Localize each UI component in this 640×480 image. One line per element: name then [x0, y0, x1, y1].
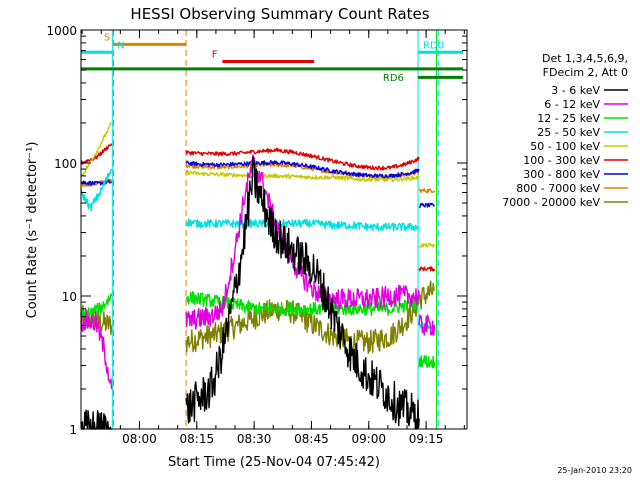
series-line-800-7000-keV	[185, 162, 420, 180]
series-line-800-7000-keV	[418, 188, 436, 194]
footer-date: 25-Jan-2010 23:20	[557, 466, 632, 475]
plot-frame	[80, 29, 468, 430]
legend-label: 800 - 7000 keV	[516, 182, 600, 195]
y-axis-label: Count Rate (s⁻¹ detector⁻¹)	[25, 142, 40, 319]
axes: 08:00 08:15 08:30 08:45 09:00 09:15 1 10 100 1000	[46, 24, 467, 446]
x-tick-label: 08:00	[122, 432, 157, 446]
plot-area: SN F RD0 RD6	[80, 30, 464, 430]
y-tick-label: 10	[62, 290, 77, 304]
series-line-50-100-keV	[185, 170, 420, 183]
y-tick-label: 1	[69, 423, 77, 437]
legend-label: 3 - 6 keV	[551, 84, 600, 97]
legend-label: 6 - 12 keV	[544, 98, 600, 111]
legend-label: 25 - 50 keV	[537, 126, 600, 139]
legend-label: 12 - 25 keV	[537, 112, 600, 125]
annotation-label: F	[212, 49, 218, 60]
legend-label: 100 - 300 keV	[523, 154, 600, 167]
series-line-6-12-keV	[418, 314, 436, 336]
series-line-25-50-keV	[185, 218, 420, 232]
series-line-3-6-keV	[185, 156, 420, 430]
series-line-100-300-keV	[185, 147, 420, 171]
series-line-25-50-keV	[80, 168, 113, 212]
series-line-6-12-keV	[80, 310, 113, 390]
x-tick-label: 09:15	[409, 432, 444, 446]
x-tick-label: 08:45	[294, 432, 329, 446]
series-line-300-800-keV	[418, 202, 436, 208]
series-line-300-800-keV	[185, 160, 420, 179]
series-line-6-12-keV	[185, 154, 420, 330]
series-line-100-300-keV	[80, 143, 113, 165]
x-tick-label: 08:30	[237, 432, 272, 446]
y-tick-label: 100	[54, 157, 77, 171]
chart-title: HESSI Observing Summary Count Rates	[130, 5, 429, 23]
annotation-label: N	[117, 40, 124, 51]
y-tick-label: 1000	[46, 24, 77, 38]
series-line-50-100-keV	[418, 242, 436, 248]
annotation-label: S	[104, 32, 110, 43]
series-line-300-800-keV	[80, 179, 113, 186]
x-tick-label: 08:15	[180, 432, 215, 446]
legend-label: 50 - 100 keV	[530, 140, 600, 153]
legend-label: 300 - 800 keV	[523, 168, 600, 181]
x-axis-label: Start Time (25-Nov-04 07:45:42)	[168, 455, 380, 470]
legend: Det 1,3,4,5,6,9,FDecim 2, Att 0 3 - 6 keV…	[502, 52, 628, 209]
legend-header: Det 1,3,4,5,6,9,	[542, 52, 628, 65]
x-tick-label: 09:00	[351, 432, 386, 446]
series-line-50-100-keV	[80, 122, 112, 178]
annotation-label: RD6	[383, 73, 404, 84]
series-line-7000-20000-keV	[418, 280, 436, 310]
legend-label: 7000 - 20000 keV	[502, 196, 600, 209]
series-line-100-300-keV	[418, 266, 436, 272]
legend-header: FDecim 2, Att 0	[543, 66, 628, 79]
annotation-label: RD0	[423, 40, 444, 51]
series-line-12-25-keV	[418, 354, 436, 369]
